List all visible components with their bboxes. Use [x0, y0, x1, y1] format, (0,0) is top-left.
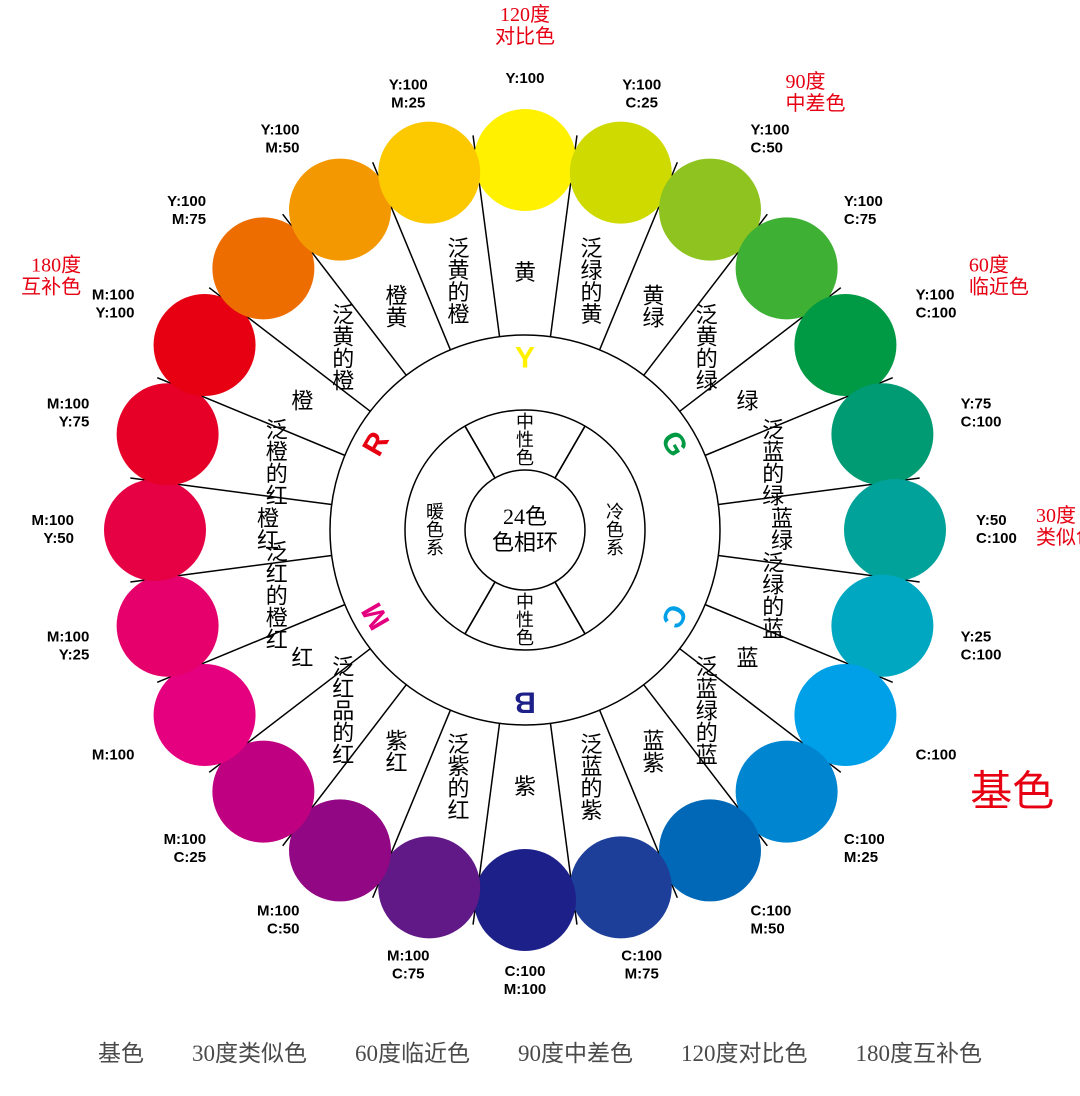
- color-name: 黄: [514, 260, 536, 285]
- color-name: 泛蓝的绿: [762, 417, 784, 508]
- color-swatch: [117, 383, 219, 485]
- color-name: 蓝紫: [642, 729, 664, 776]
- primary-letter: C: [654, 598, 693, 633]
- cmyk-code: M:100C:25: [164, 831, 207, 866]
- color-name: 紫: [514, 774, 536, 799]
- color-name: 泛黄的橙: [332, 302, 354, 393]
- color-name: 绿: [737, 389, 759, 414]
- legend-item: 120度对比色: [681, 1041, 808, 1066]
- color-swatch: [570, 122, 672, 224]
- primary-letter: B: [514, 686, 536, 719]
- angle-callout: 90度中差色: [786, 70, 846, 115]
- color-swatch: [570, 836, 672, 938]
- center-title-1: 24色: [503, 504, 547, 529]
- primary-letter: Y: [515, 342, 535, 375]
- legend-item: 90度中差色: [518, 1041, 633, 1066]
- color-swatch: [117, 575, 219, 677]
- temperature-label: 中性色: [516, 592, 534, 648]
- temp-divider: [555, 426, 585, 478]
- cmyk-code: C:100M:75: [621, 948, 662, 983]
- color-name: 紫红: [385, 729, 407, 776]
- cmyk-code: M:100Y:100: [92, 287, 135, 322]
- legend-item: 基色: [98, 1041, 144, 1066]
- cmyk-code: M:100C:50: [257, 903, 300, 938]
- color-swatch: [659, 799, 761, 901]
- color-swatch: [831, 383, 933, 485]
- cmyk-code: Y:50C:100: [976, 512, 1017, 547]
- color-swatch: [289, 159, 391, 261]
- cmyk-code: M:100Y:75: [47, 395, 90, 430]
- color-swatch: [794, 294, 896, 396]
- color-swatch: [378, 122, 480, 224]
- color-swatch: [104, 479, 206, 581]
- angle-callout: 180度互补色: [21, 254, 81, 299]
- color-name: 泛黄的绿: [696, 302, 718, 393]
- color-name: 泛黄的橙: [447, 236, 469, 327]
- temp-divider: [555, 582, 585, 634]
- color-name: 泛蓝的紫: [581, 732, 603, 823]
- cmyk-code: Y:75C:100: [961, 395, 1002, 430]
- cmyk-code: Y:100C:100: [916, 287, 957, 322]
- center-title-2: 色相环: [492, 530, 558, 555]
- cmyk-code: Y:25C:100: [961, 629, 1002, 664]
- legend-item: 180度互补色: [856, 1041, 983, 1066]
- cmyk-code: C:100: [916, 747, 957, 764]
- color-name: 泛红品的红: [332, 655, 354, 768]
- color-name: 泛绿的蓝: [762, 551, 784, 642]
- angle-callout: 60度临近色: [969, 254, 1029, 299]
- color-name: 黄绿: [642, 283, 664, 330]
- base-label: 基色: [970, 770, 1054, 816]
- temp-divider: [465, 582, 495, 634]
- legend-row: 基色 30度类似色 60度临近色 90度中差色 120度对比色 180度互补色: [0, 1034, 1080, 1068]
- color-name: 蓝: [737, 646, 759, 671]
- color-swatch: [378, 836, 480, 938]
- temperature-label: 暖色系: [426, 502, 444, 558]
- temperature-label: 中性色: [516, 412, 534, 468]
- cmyk-code: Y:100M:50: [261, 121, 300, 156]
- color-swatch: [474, 849, 576, 951]
- color-name: 泛紫的红: [447, 732, 469, 823]
- cmyk-code: M:100: [92, 747, 135, 764]
- cmyk-code: M:100Y:50: [31, 512, 74, 547]
- legend-item: 60度临近色: [355, 1041, 470, 1066]
- color-name: 泛蓝绿的蓝: [696, 655, 718, 768]
- color-name: 红: [291, 646, 313, 671]
- cmyk-code: Y:100: [506, 70, 545, 87]
- cmyk-code: M:100Y:25: [47, 629, 90, 664]
- color-name: 蓝绿: [771, 506, 793, 553]
- color-name: 橙黄: [385, 283, 407, 330]
- angle-callout: 30度类似色: [1036, 504, 1080, 549]
- cmyk-code: Y:100C:50: [751, 121, 790, 156]
- primary-letter: M: [356, 597, 397, 635]
- angle-callout: 120度对比色: [495, 3, 555, 48]
- cmyk-code: Y:100C:75: [844, 193, 883, 228]
- cmyk-code: Y:100C:25: [622, 76, 661, 111]
- cmyk-code: C:100M:25: [844, 831, 885, 866]
- cmyk-code: Y:100M:25: [389, 76, 428, 111]
- temp-divider: [465, 426, 495, 478]
- temperature-label: 冷色系: [606, 502, 624, 558]
- color-name: 泛红的橙红: [266, 540, 288, 653]
- color-swatch: [831, 575, 933, 677]
- color-name: 泛绿的黄: [581, 236, 603, 327]
- primary-letter: R: [356, 426, 396, 462]
- cmyk-code: C:100M:50: [751, 903, 792, 938]
- color-name: 泛橙的红: [266, 417, 288, 508]
- color-swatch: [154, 664, 256, 766]
- legend-item: 30度类似色: [192, 1041, 307, 1066]
- cmyk-code: C:100M:100: [504, 963, 547, 998]
- color-swatch: [844, 479, 946, 581]
- cmyk-code: Y:100M:75: [167, 193, 206, 228]
- color-name: 橙: [291, 389, 313, 414]
- primary-letter: G: [654, 426, 694, 463]
- color-name: 橙红: [257, 506, 279, 553]
- color-swatch: [474, 109, 576, 211]
- cmyk-code: M:100C:75: [387, 948, 430, 983]
- color-wheel-diagram: 中性色冷色系中性色暖色系黄Y:100泛绿的黄Y:100C:25黄绿Y:100C:…: [0, 0, 1080, 1096]
